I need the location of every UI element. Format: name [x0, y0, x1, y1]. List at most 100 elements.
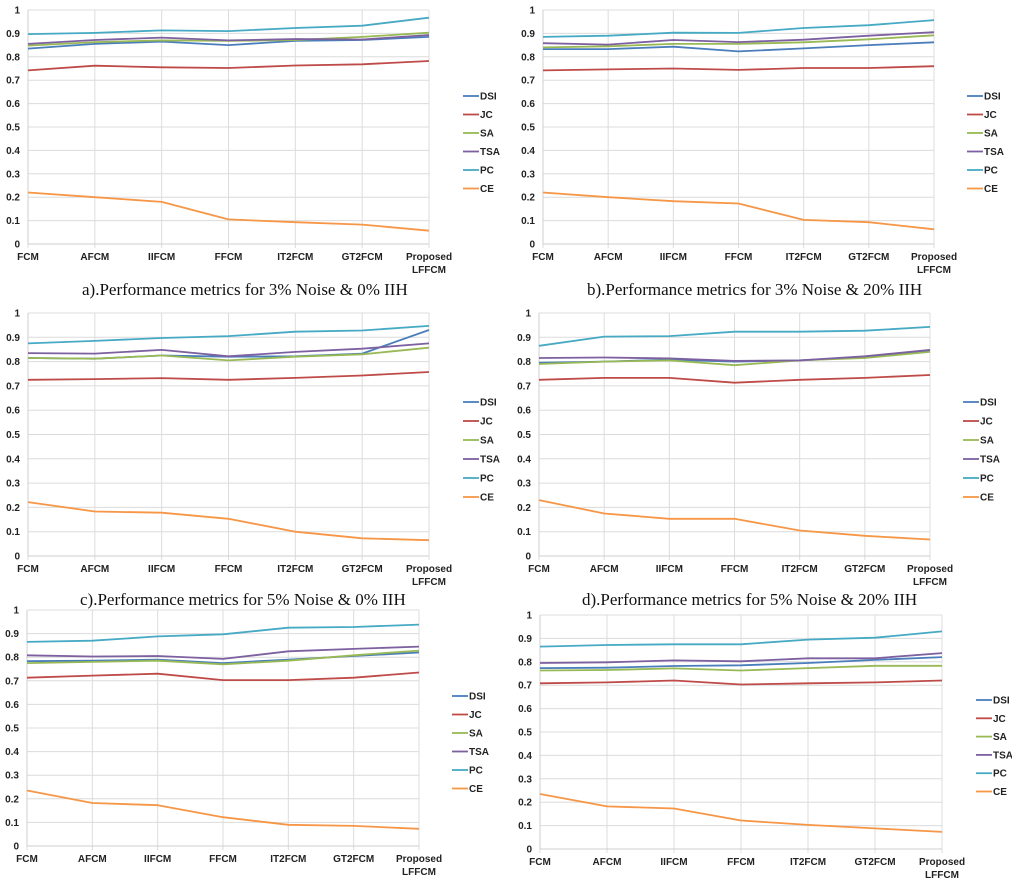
y-tick-label: 0.9	[6, 333, 20, 344]
chart-panel-d: 0 0.1 0.2 0.3 0.4 0.5 0.6 0.7 0.8 0.9 1 FCM AFCM IIFC…	[506, 300, 1012, 610]
x-tick-label: FFCM	[721, 564, 749, 575]
y-tick-label: 1	[529, 6, 535, 17]
x-tick-label: IT2FCM	[782, 564, 818, 575]
x-tick-label: AFCM	[590, 564, 619, 575]
chart-panel-e: 0 0.1 0.2 0.3 0.4 0.5 0.6 0.7 0.8 0.9 1 FCM AFCM IIFC…	[0, 600, 506, 885]
caption-d: d).Performance metrics for 5% Noise & 20…	[582, 590, 918, 609]
x-tick-label: IIFCM	[656, 564, 683, 575]
x-tick-label: GT2FCM	[844, 564, 885, 575]
y-tick-label: 0.2	[518, 798, 532, 809]
y-tick-label: 0.3	[6, 479, 20, 490]
chart-f: 0 0.1 0.2 0.3 0.4 0.5 0.6 0.7 0.8 0.9 1 FCM AFCM IIFC…	[518, 611, 1012, 882]
x-tick-label: FCM	[532, 252, 554, 263]
y-tick-label: 0.3	[518, 774, 532, 785]
y-tick-label: 0	[13, 842, 19, 853]
legend-label-ce: CE	[469, 784, 483, 795]
legend-label-ce: CE	[984, 184, 998, 195]
y-tick-label: 0	[14, 552, 20, 563]
y-tick-label: 1	[14, 6, 20, 17]
series-line-tsa	[27, 342, 430, 358]
y-tick-label: 1	[13, 606, 19, 617]
legend-label-dsi: DSI	[480, 398, 497, 409]
legend-label-jc: JC	[469, 710, 482, 721]
x-tick-label: AFCM	[594, 252, 623, 263]
chart-b: 0 0.1 0.2 0.3 0.4 0.5 0.6 0.7 0.8 0.9 1 FCM AFCM IIFC…	[521, 6, 1004, 277]
y-tick-label: 0.6	[521, 99, 535, 110]
legend-label-dsi: DSI	[993, 696, 1010, 707]
legend-label-ce: CE	[480, 493, 494, 504]
legend-label-sa: SA	[980, 436, 994, 447]
y-tick-label: 0.6	[5, 700, 19, 711]
chart-panel-f: 0 0.1 0.2 0.3 0.4 0.5 0.6 0.7 0.8 0.9 1 FCM AFCM IIFC…	[506, 600, 1012, 885]
y-tick-label: 1	[526, 611, 532, 622]
y-tick-label: 0.8	[6, 357, 20, 368]
x-tick-label: AFCM	[80, 564, 109, 575]
y-tick-label: 0.2	[521, 193, 535, 204]
series-line-jc	[27, 60, 430, 72]
legend-label-ce: CE	[980, 493, 994, 504]
y-tick-label: 0.7	[5, 676, 19, 687]
y-tick-label: 0	[14, 240, 20, 251]
y-tick-label: 0.1	[517, 527, 531, 538]
series-line-dsi	[543, 41, 935, 53]
legend-label-pc: PC	[980, 474, 994, 485]
x-tick-label: IT2FCM	[277, 252, 313, 263]
x-tick-label: IT2FCM	[790, 857, 826, 868]
y-tick-label: 0.1	[6, 216, 20, 227]
y-tick-label: 0.4	[517, 454, 531, 465]
y-tick-label: 0.9	[6, 29, 20, 40]
series-line-tsa	[26, 645, 420, 660]
chart-a: 0 0.1 0.2 0.3 0.4 0.5 0.6 0.7 0.8 0.9 1 FCM AFCM IIFC…	[6, 6, 500, 277]
x-tick-label: FFCM	[727, 857, 755, 868]
y-tick-label: 0.6	[6, 99, 20, 110]
legend-label-sa: SA	[480, 129, 494, 140]
x-tick-label: FFCM	[725, 252, 753, 263]
y-tick-label: 0.4	[521, 146, 535, 157]
legend-label-pc: PC	[480, 166, 494, 177]
legend-label-tsa: TSA	[469, 747, 489, 758]
series-line-ce	[27, 191, 430, 232]
caption-a: a).Performance metrics for 3% Noise & 0%…	[82, 280, 408, 299]
x-tick-label: FCM	[529, 857, 551, 868]
series-line-pc	[538, 326, 931, 347]
legend-label-dsi: DSI	[480, 92, 497, 103]
x-tick-label: FCM	[17, 252, 39, 263]
y-tick-label: 0.8	[5, 653, 19, 664]
y-tick-label: 0.2	[6, 193, 20, 204]
chart-panel-c: 0 0.1 0.2 0.3 0.4 0.5 0.6 0.7 0.8 0.9 1 FCM AFCM IIFC…	[0, 300, 506, 610]
series-line-sa	[26, 649, 420, 666]
y-tick-label: 0.3	[5, 771, 19, 782]
y-tick-label: 0.1	[5, 818, 19, 829]
y-tick-label: 0.7	[6, 381, 20, 392]
legend-label-jc: JC	[480, 417, 493, 428]
y-tick-label: 0	[526, 845, 532, 856]
y-tick-label: 0.5	[6, 430, 20, 441]
series-line-sa	[542, 34, 935, 49]
series-line-ce	[27, 501, 430, 542]
legend-label-tsa: TSA	[980, 455, 1000, 466]
x-tick-label: Proposed LFFCM	[406, 252, 452, 276]
y-tick-label: 0.8	[521, 52, 535, 63]
legend-label-tsa: TSA	[480, 147, 500, 158]
legend-label-jc: JC	[984, 110, 997, 121]
x-tick-label: FCM	[16, 854, 38, 865]
series-line-tsa	[27, 34, 430, 45]
x-tick-label: IIFCM	[660, 857, 687, 868]
series-line-jc	[27, 371, 430, 381]
x-tick-label: GT2FCM	[333, 854, 374, 865]
legend-label-jc: JC	[480, 110, 493, 121]
x-tick-label: Proposed LFFCM	[911, 252, 957, 276]
series-line-ce	[542, 191, 935, 231]
series-line-jc	[538, 374, 931, 384]
legend-label-tsa: TSA	[993, 750, 1012, 761]
legend-label-sa: SA	[993, 732, 1007, 743]
legend-label-ce: CE	[993, 787, 1007, 798]
y-tick-label: 0.9	[5, 629, 19, 640]
x-tick-label: IT2FCM	[270, 854, 306, 865]
y-tick-label: 0.6	[517, 406, 531, 417]
y-tick-label: 0.4	[518, 751, 532, 762]
series-line-tsa	[542, 31, 935, 46]
x-tick-label: IIFCM	[660, 252, 687, 263]
y-tick-label: 0.1	[521, 216, 535, 227]
chart-d: 0 0.1 0.2 0.3 0.4 0.5 0.6 0.7 0.8 0.9 1 FCM AFCM IIFC…	[517, 309, 1000, 589]
